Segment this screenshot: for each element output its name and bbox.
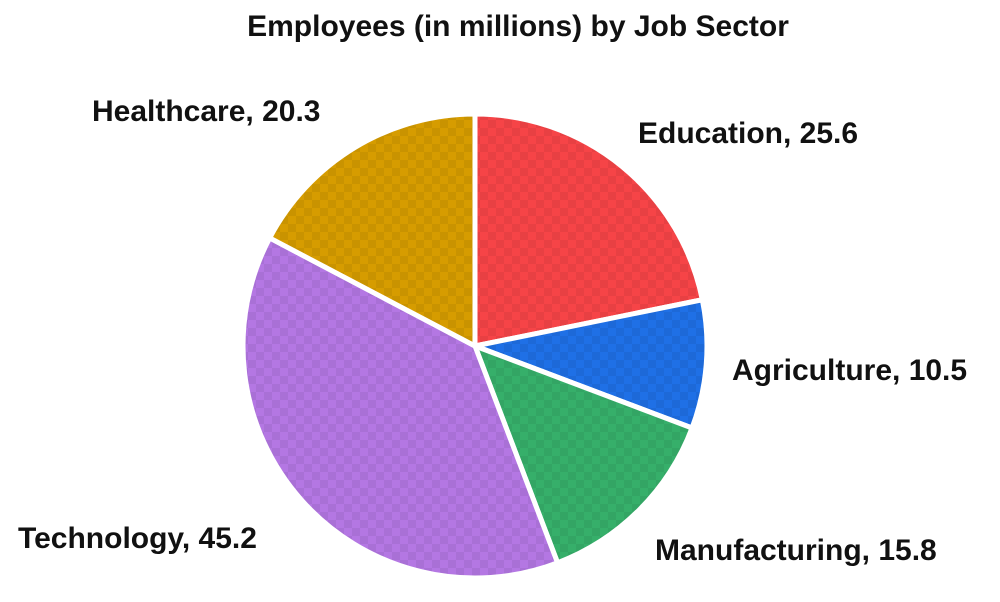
slice-label-technology: Technology, 45.2 <box>18 522 257 555</box>
slice-technology <box>240 235 561 581</box>
slice-label-manufacturing: Manufacturing, 15.8 <box>655 534 937 567</box>
slice-manufacturing <box>472 343 695 566</box>
slice-agriculture <box>472 297 710 431</box>
slice-manufacturing-pattern <box>472 343 695 566</box>
slice-education <box>472 111 705 349</box>
slice-agriculture-pattern <box>472 297 710 431</box>
slice-healthcare <box>267 111 478 349</box>
chart-title: Employees (in millions) by Job Sector <box>247 10 789 43</box>
pie-slices <box>240 111 710 581</box>
slice-label-education: Education, 25.6 <box>638 117 858 150</box>
slice-healthcare-pattern <box>267 111 478 349</box>
slice-labels: Education, 25.6 Agriculture, 10.5 Manufact… <box>18 95 967 567</box>
slice-education-pattern <box>472 111 705 349</box>
slice-technology-pattern <box>240 235 561 581</box>
slice-label-agriculture: Agriculture, 10.5 <box>732 354 967 387</box>
slice-label-healthcare: Healthcare, 20.3 <box>92 95 320 128</box>
